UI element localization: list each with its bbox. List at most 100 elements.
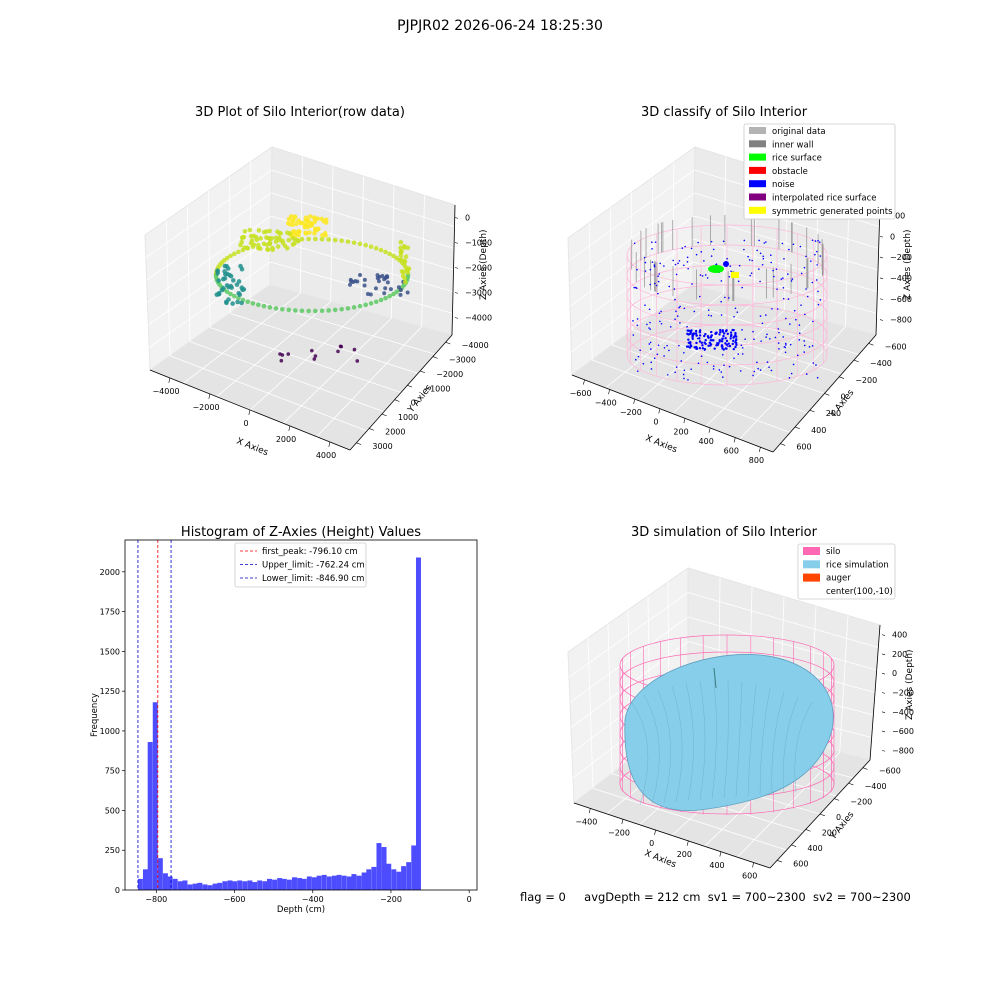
noise-point [769, 337, 771, 340]
grid-line [270, 261, 453, 314]
tick-label: 4000 [316, 451, 336, 460]
grid-line [737, 752, 840, 858]
tick-label: 3000 [372, 442, 392, 451]
noise-point [713, 347, 716, 350]
data-point [306, 308, 311, 314]
legend-frame [797, 543, 896, 600]
noise-point [679, 305, 681, 308]
noise-point [759, 280, 761, 283]
legend-swatch [749, 127, 766, 134]
rice-surface [624, 654, 834, 812]
noise-point [776, 288, 778, 290]
histogram-bar [286, 879, 292, 890]
plot-frame [124, 539, 478, 891]
noise-point [644, 304, 646, 306]
data-point [273, 306, 279, 311]
tick-label: −600 [879, 767, 901, 776]
legend-label: symmetric generated points [772, 207, 893, 217]
legend: original data inner wall rice surface obsta… [743, 123, 896, 220]
data-point [293, 308, 298, 313]
y-axis-line [349, 334, 453, 451]
noise-point [766, 333, 768, 336]
data-point [291, 218, 296, 223]
histogram-bar [167, 876, 173, 890]
noise-point [774, 336, 777, 339]
data-point [378, 297, 384, 303]
tick-label: 0 [411, 399, 416, 408]
tick-mark [454, 242, 459, 244]
noise-point [730, 270, 732, 273]
tick-mark [654, 830, 656, 835]
data-point [236, 249, 241, 255]
histogram-bar [247, 880, 253, 890]
histogram-bar [177, 881, 183, 890]
rice-surface-marker [708, 265, 724, 273]
histogram-bar [396, 871, 402, 890]
surface-mesh-line [783, 697, 799, 794]
noise-point [718, 338, 722, 342]
histogram-bar [391, 869, 397, 890]
noise-point [632, 320, 634, 322]
data-point [312, 357, 317, 361]
noise-point [763, 242, 766, 244]
noise-point [717, 342, 720, 345]
noise-point [791, 278, 794, 280]
noise-point [732, 328, 735, 332]
noise-point [787, 273, 789, 275]
noise-point [646, 323, 648, 326]
x-axis-label: Depth (cm) [277, 905, 325, 915]
data-point [299, 236, 305, 242]
noise-point [689, 344, 692, 347]
chart-title: 3D simulation of Silo Interior [631, 525, 818, 540]
noise-point [818, 241, 821, 243]
noise-point [817, 239, 819, 242]
tick-label: 400 [811, 426, 826, 435]
noise-point [650, 348, 652, 350]
noise-point [789, 323, 791, 325]
data-point [383, 249, 388, 255]
tick-label: 1000 [398, 413, 418, 422]
z-axis-line [869, 624, 881, 761]
tick-mark [432, 356, 438, 359]
noise-point [655, 284, 658, 287]
data-point [383, 286, 388, 291]
tick-label: −200 [620, 408, 642, 417]
noise-point [706, 277, 709, 279]
noise-point [782, 297, 785, 300]
noise-point [678, 344, 680, 347]
noise-point [660, 310, 662, 313]
data-point [258, 236, 263, 241]
noise-point [815, 279, 818, 281]
noise-point [686, 325, 688, 328]
surface-mesh-line [643, 694, 660, 805]
noise-point [757, 367, 759, 370]
noise-point [814, 253, 816, 256]
noise-point [698, 337, 701, 340]
noise-point [776, 308, 779, 310]
tick-mark [608, 389, 610, 395]
noise-point [741, 329, 743, 331]
noise-point [805, 373, 808, 375]
noise-point [722, 334, 725, 338]
data-point [312, 231, 317, 236]
noise-point [691, 335, 694, 339]
legend-label: obstacle [772, 167, 808, 177]
tick-mark [454, 267, 459, 269]
tick-label: −1000 [423, 384, 450, 393]
tick-mark [879, 277, 884, 280]
data-point [250, 301, 256, 306]
tick-mark [708, 427, 711, 433]
data-point [290, 236, 296, 241]
noise-point [657, 344, 660, 347]
x-axis-label: X Axies [643, 849, 678, 871]
noise-point [728, 275, 731, 278]
histogram-bar [152, 702, 158, 890]
data-point [270, 247, 276, 253]
data-point [309, 223, 314, 228]
data-point [362, 283, 367, 288]
tick-mark [809, 409, 815, 413]
tick-mark [445, 341, 451, 345]
histogram-bar [415, 557, 421, 890]
data-point [248, 233, 254, 239]
data-point [247, 227, 253, 233]
